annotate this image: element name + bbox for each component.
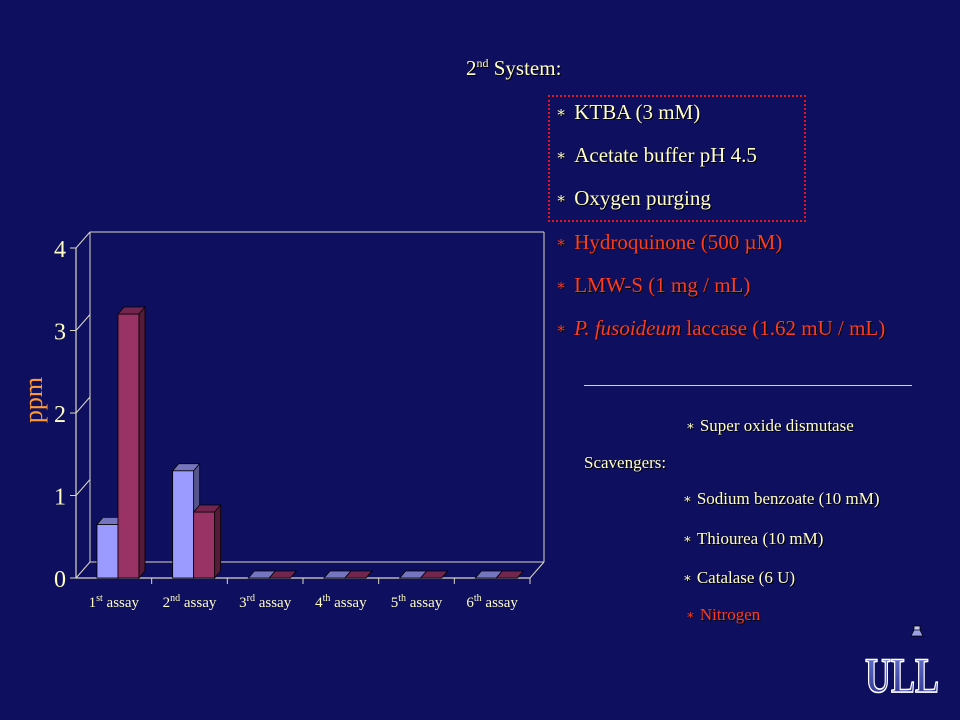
condition-ktba: ∗ KTBA (3 mM) xyxy=(556,100,701,124)
highlight-box xyxy=(548,95,806,222)
asterisk-icon: ∗ xyxy=(683,491,692,506)
y-tick-label: 0 xyxy=(54,567,66,593)
scavenger-thiourea: ∗ Thiourea (10 mM) xyxy=(683,529,824,548)
bar-side xyxy=(214,503,222,580)
y-tick-label: 3 xyxy=(54,320,66,346)
asterisk-icon: ∗ xyxy=(683,570,692,585)
x-tick-label: 6th assay xyxy=(466,593,518,611)
asterisk-icon: ∗ xyxy=(556,278,567,294)
y-axis-label: ppm xyxy=(19,377,48,423)
y-tick-depth xyxy=(75,314,91,331)
ppm-bar-chart: 0 1 2 3 4 ppm 1st assay 2nd assay 3rd assay 4th a… xyxy=(19,231,545,611)
asterisk-icon: ∗ xyxy=(556,105,567,121)
bar-side xyxy=(365,570,373,579)
super-oxide-dismutase: ∗ Super oxide dismutase xyxy=(686,416,854,435)
asterisk-icon: ∗ xyxy=(683,531,692,546)
y-tick-label: 2 xyxy=(54,402,66,428)
scavenger-sodium-benzoate: ∗ Sodium benzoate (10 mM) xyxy=(683,489,880,508)
ull-logo: ULL xyxy=(864,625,940,700)
chart-floor-right xyxy=(529,561,545,579)
y-tick-depth xyxy=(75,231,91,249)
bar-side xyxy=(138,305,146,580)
x-tick-label: 1st assay xyxy=(89,593,140,611)
system-title: 2nd System: xyxy=(466,56,562,80)
x-tick-label: 5th assay xyxy=(391,593,443,611)
condition-lmw-s: ∗ LMW-S (1 mg / mL) xyxy=(556,273,751,297)
x-tick-label: 4th assay xyxy=(315,593,367,611)
logo-text: ULL xyxy=(865,647,939,700)
y-tick-label: 1 xyxy=(54,485,66,511)
bar-front xyxy=(193,511,216,579)
bar-side xyxy=(517,570,524,579)
asterisk-icon: ∗ xyxy=(556,191,567,207)
y-tick-depth xyxy=(75,561,91,579)
asterisk-icon: ∗ xyxy=(686,607,695,622)
asterisk-icon: ∗ xyxy=(556,321,567,337)
bar-side xyxy=(290,570,297,579)
condition-laccase: ∗ P. fusoideum laccase (1.62 mU / mL) xyxy=(556,316,886,340)
scavengers-label: Scavengers: xyxy=(584,453,667,472)
y-tick-depth xyxy=(75,396,91,414)
scavenger-catalase: ∗ Catalase (6 U) xyxy=(683,568,796,587)
asterisk-icon: ∗ xyxy=(556,235,567,251)
y-tick-label: 4 xyxy=(54,237,66,263)
asterisk-icon: ∗ xyxy=(686,418,695,433)
condition-hydroquinone: ∗ Hydroquinone (500 µM) xyxy=(556,230,783,254)
bar-front xyxy=(117,313,140,579)
bar-front xyxy=(96,523,119,579)
y-tick-depth xyxy=(75,479,91,496)
condition-oxygen-purging: ∗ Oxygen purging xyxy=(556,186,711,210)
asterisk-icon: ∗ xyxy=(556,148,567,164)
bar-side xyxy=(441,570,448,579)
divider xyxy=(584,385,912,386)
condition-acetate-buffer: ∗ Acetate buffer pH 4.5 xyxy=(556,143,757,167)
x-tick-label: 2nd assay xyxy=(163,593,217,611)
nitrogen-item: ∗ Nitrogen xyxy=(686,605,761,624)
x-tick-label: 3rd assay xyxy=(239,593,292,611)
bar-front xyxy=(172,470,195,579)
